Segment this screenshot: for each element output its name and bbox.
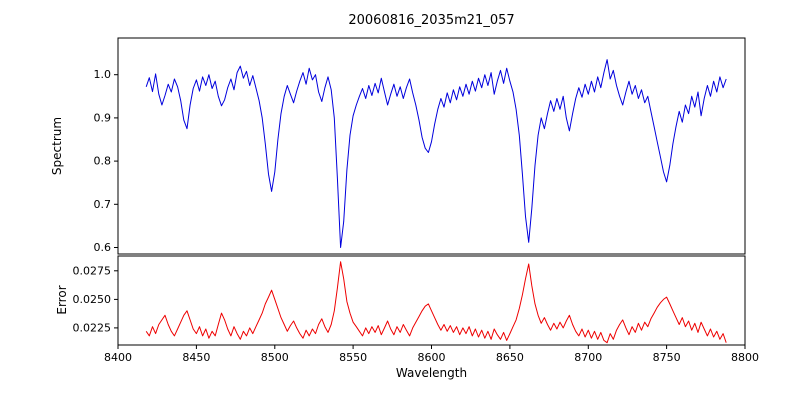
spectrum-axis-label: Spectrum (50, 116, 64, 176)
x-tick-label: 8800 (731, 351, 759, 364)
x-tick-label: 8450 (182, 351, 210, 364)
wavelength-axis-label: Wavelength (395, 366, 468, 380)
spectrum-y-tick-label: 0.8 (94, 155, 112, 168)
spectrum-y-tick-label: 0.7 (94, 198, 112, 211)
spectrum-line (145, 59, 727, 248)
x-tick-label: 8600 (418, 351, 446, 364)
spectrum-y-tick-label: 1.0 (94, 68, 112, 81)
spectrum-y-tick-label: 0.6 (94, 241, 112, 254)
error-y-tick-label: 0.0225 (73, 321, 112, 334)
x-tick-label: 8400 (104, 351, 132, 364)
x-tick-label: 8550 (339, 351, 367, 364)
error-axis-label: Error (55, 285, 69, 315)
spectrum-y-tick-label: 0.9 (94, 111, 112, 124)
x-tick-label: 8500 (261, 351, 289, 364)
chart-title: 20060816_2035m21_057 (348, 13, 515, 28)
x-tick-label: 8650 (496, 351, 524, 364)
error-y-tick-label: 0.0250 (73, 293, 112, 306)
x-tick-label: 8750 (653, 351, 681, 364)
x-tick-label: 8700 (574, 351, 602, 364)
spectrum-subplot-frame (117, 37, 746, 255)
error-line (145, 261, 727, 344)
error-y-tick-label: 0.0275 (73, 264, 112, 277)
